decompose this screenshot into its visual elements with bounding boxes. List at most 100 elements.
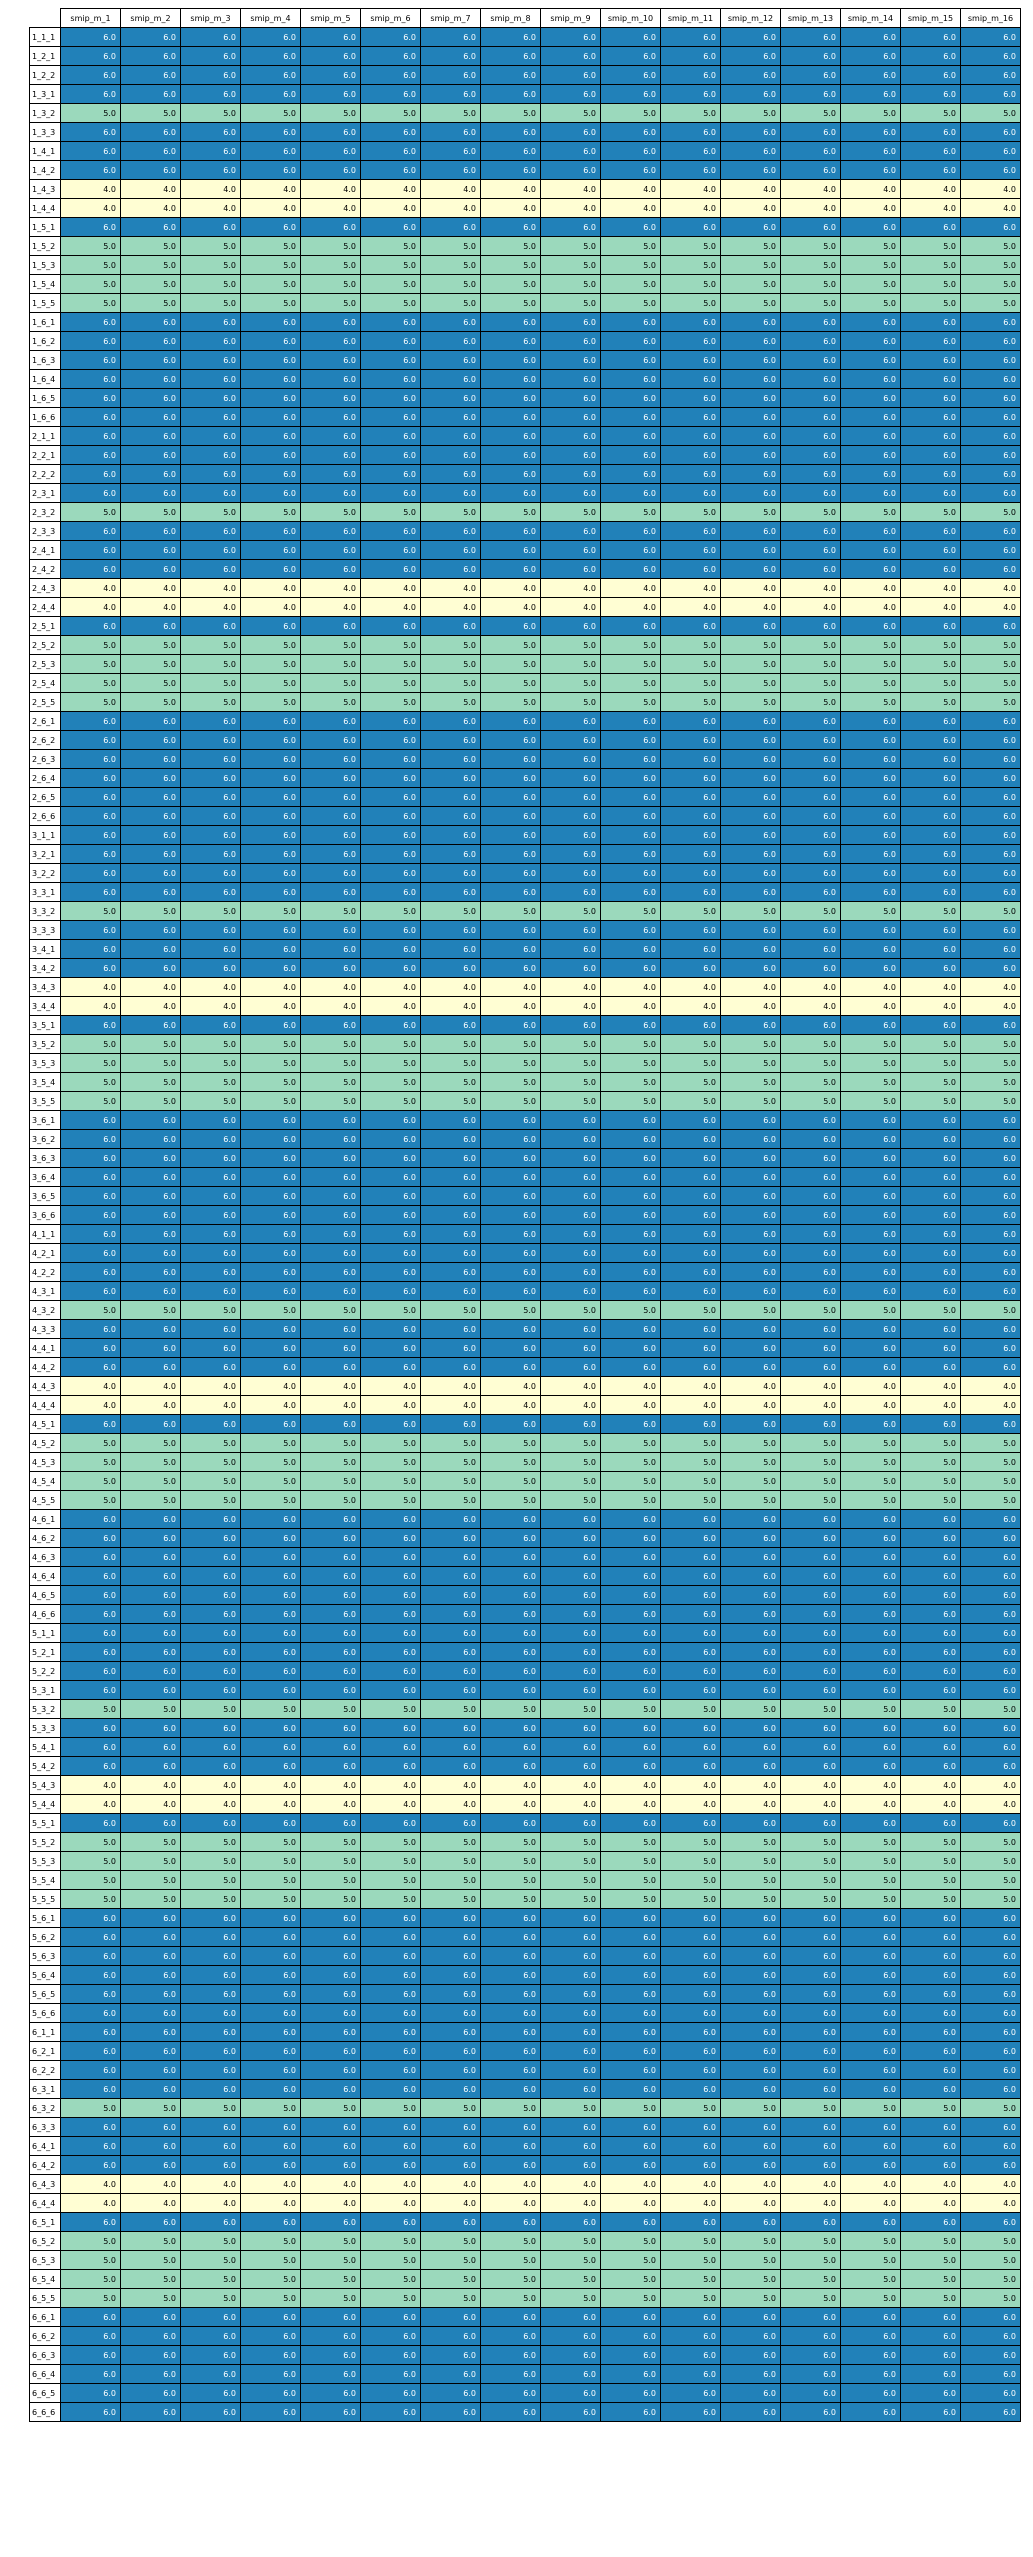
row-label: 2_2_1 (29, 445, 61, 465)
heatmap-cell: 6.0 (540, 1243, 601, 1263)
heatmap-cell: 6.0 (780, 1338, 841, 1358)
heatmap-cell: 6.0 (540, 882, 601, 902)
heatmap-cell: 6.0 (900, 464, 961, 484)
row-label: 5_6_5 (29, 1984, 61, 2004)
table-row: 6_3_2 5.0 5.0 5.0 5.0 5.0 5.0 5.0 5.0 5.0 5.0 5.0 5.… (29, 2098, 1021, 2118)
heatmap-cell: 6.0 (960, 825, 1021, 845)
heatmap-cell: 6.0 (420, 426, 481, 446)
heatmap-cell: 6.0 (540, 160, 601, 180)
heatmap-cell: 5.0 (240, 1471, 301, 1491)
heatmap-cell: 5.0 (420, 2098, 481, 2118)
heatmap-cell: 6.0 (120, 1186, 181, 1206)
heatmap-cell: 5.0 (240, 1851, 301, 1871)
heatmap-cell: 6.0 (780, 1243, 841, 1263)
heatmap-cell: 6.0 (480, 2003, 541, 2023)
table-row: 6_2_1 6.0 6.0 6.0 6.0 6.0 6.0 6.0 6.0 6.0 6.0 6.0 6.… (29, 2041, 1021, 2061)
heatmap-cell: 6.0 (360, 46, 421, 66)
heatmap-cell: 6.0 (420, 1186, 481, 1206)
heatmap-cell: 6.0 (600, 483, 661, 503)
heatmap-cell: 5.0 (240, 2288, 301, 2308)
row-label: 2_5_5 (29, 692, 61, 712)
heatmap-cell: 6.0 (780, 1604, 841, 1624)
heatmap-cell: 6.0 (180, 1680, 241, 1700)
heatmap-cell: 5.0 (720, 2288, 781, 2308)
heatmap-cell: 4.0 (240, 996, 301, 1016)
heatmap-cell: 6.0 (360, 1357, 421, 1377)
heatmap-cell: 6.0 (360, 1737, 421, 1757)
heatmap-cell: 4.0 (600, 1376, 661, 1396)
heatmap-cell: 6.0 (540, 2345, 601, 2365)
heatmap-cell: 6.0 (300, 445, 361, 465)
heatmap-cell: 6.0 (660, 464, 721, 484)
heatmap-cell: 5.0 (840, 1832, 901, 1852)
heatmap-cell: 5.0 (300, 274, 361, 294)
heatmap-cell: 5.0 (420, 2231, 481, 2251)
heatmap-cell: 6.0 (360, 331, 421, 351)
heatmap-cell: 6.0 (900, 445, 961, 465)
heatmap-cell: 6.0 (720, 141, 781, 161)
table-row: 1_6_6 6.0 6.0 6.0 6.0 6.0 6.0 6.0 6.0 6.0 6.0 6.0 6.… (29, 407, 1021, 427)
heatmap-cell: 6.0 (540, 521, 601, 541)
heatmap-cell: 5.0 (600, 2098, 661, 2118)
table-row: 1_6_2 6.0 6.0 6.0 6.0 6.0 6.0 6.0 6.0 6.0 6.0 6.0 6.… (29, 331, 1021, 351)
heatmap-cell: 5.0 (900, 1699, 961, 1719)
heatmap-cell: 4.0 (300, 1794, 361, 1814)
heatmap-cell: 6.0 (180, 2022, 241, 2042)
heatmap-cell: 4.0 (120, 1794, 181, 1814)
heatmap-cell: 6.0 (840, 1547, 901, 1567)
heatmap-cell: 5.0 (420, 692, 481, 712)
heatmap-cell: 6.0 (540, 1338, 601, 1358)
heatmap-cell: 5.0 (480, 1870, 541, 1890)
heatmap-cell: 6.0 (600, 1015, 661, 1035)
heatmap-cell: 6.0 (600, 939, 661, 959)
heatmap-cell: 4.0 (120, 977, 181, 997)
heatmap-cell: 5.0 (60, 2288, 121, 2308)
row-label: 4_5_4 (29, 1471, 61, 1491)
heatmap-cell: 6.0 (900, 1661, 961, 1681)
heatmap-cell: 6.0 (120, 958, 181, 978)
heatmap-cell: 5.0 (60, 502, 121, 522)
heatmap-cell: 5.0 (300, 1699, 361, 1719)
heatmap-cell: 4.0 (360, 597, 421, 617)
heatmap-cell: 5.0 (180, 236, 241, 256)
heatmap-cell: 5.0 (480, 2288, 541, 2308)
heatmap-cell: 6.0 (180, 1262, 241, 1282)
heatmap-cell: 6.0 (300, 711, 361, 731)
heatmap-cell: 6.0 (660, 958, 721, 978)
heatmap-cell: 5.0 (420, 103, 481, 123)
heatmap-cell: 6.0 (660, 1737, 721, 1757)
heatmap-cell: 6.0 (840, 1205, 901, 1225)
row-label: 6_5_1 (29, 2212, 61, 2232)
heatmap-cell: 6.0 (480, 27, 541, 47)
heatmap-cell: 5.0 (180, 274, 241, 294)
heatmap-cell: 4.0 (780, 2174, 841, 2194)
heatmap-cell: 5.0 (900, 1091, 961, 1111)
heatmap-cell: 6.0 (840, 2117, 901, 2137)
row-label: 4_5_2 (29, 1433, 61, 1453)
heatmap-cell: 6.0 (720, 1224, 781, 1244)
table-row: 1_4_1 6.0 6.0 6.0 6.0 6.0 6.0 6.0 6.0 6.0 6.0 6.0 6.… (29, 141, 1021, 161)
heatmap-cell: 6.0 (600, 863, 661, 883)
heatmap-cell: 6.0 (60, 426, 121, 446)
table-row: 5_5_1 6.0 6.0 6.0 6.0 6.0 6.0 6.0 6.0 6.0 6.0 6.0 6.… (29, 1813, 1021, 1833)
heatmap-cell: 6.0 (600, 920, 661, 940)
heatmap-cell: 6.0 (780, 2060, 841, 2080)
heatmap-cell: 6.0 (540, 1110, 601, 1130)
heatmap-cell: 6.0 (900, 1604, 961, 1624)
heatmap-cell: 6.0 (540, 1547, 601, 1567)
heatmap-cell: 5.0 (120, 1452, 181, 1472)
heatmap-cell: 6.0 (420, 1243, 481, 1263)
heatmap-cell: 6.0 (660, 882, 721, 902)
heatmap-cell: 6.0 (660, 1585, 721, 1605)
heatmap-cell: 6.0 (420, 2155, 481, 2175)
heatmap-cell: 6.0 (780, 825, 841, 845)
heatmap-cell: 6.0 (180, 863, 241, 883)
heatmap-cell: 6.0 (780, 312, 841, 332)
heatmap-cell: 6.0 (720, 1205, 781, 1225)
heatmap-cell: 4.0 (360, 1395, 421, 1415)
heatmap-cell: 6.0 (720, 958, 781, 978)
heatmap-cell: 6.0 (720, 426, 781, 446)
heatmap-cell: 5.0 (780, 635, 841, 655)
heatmap-cell: 6.0 (120, 1642, 181, 1662)
heatmap-cell: 6.0 (900, 1965, 961, 1985)
